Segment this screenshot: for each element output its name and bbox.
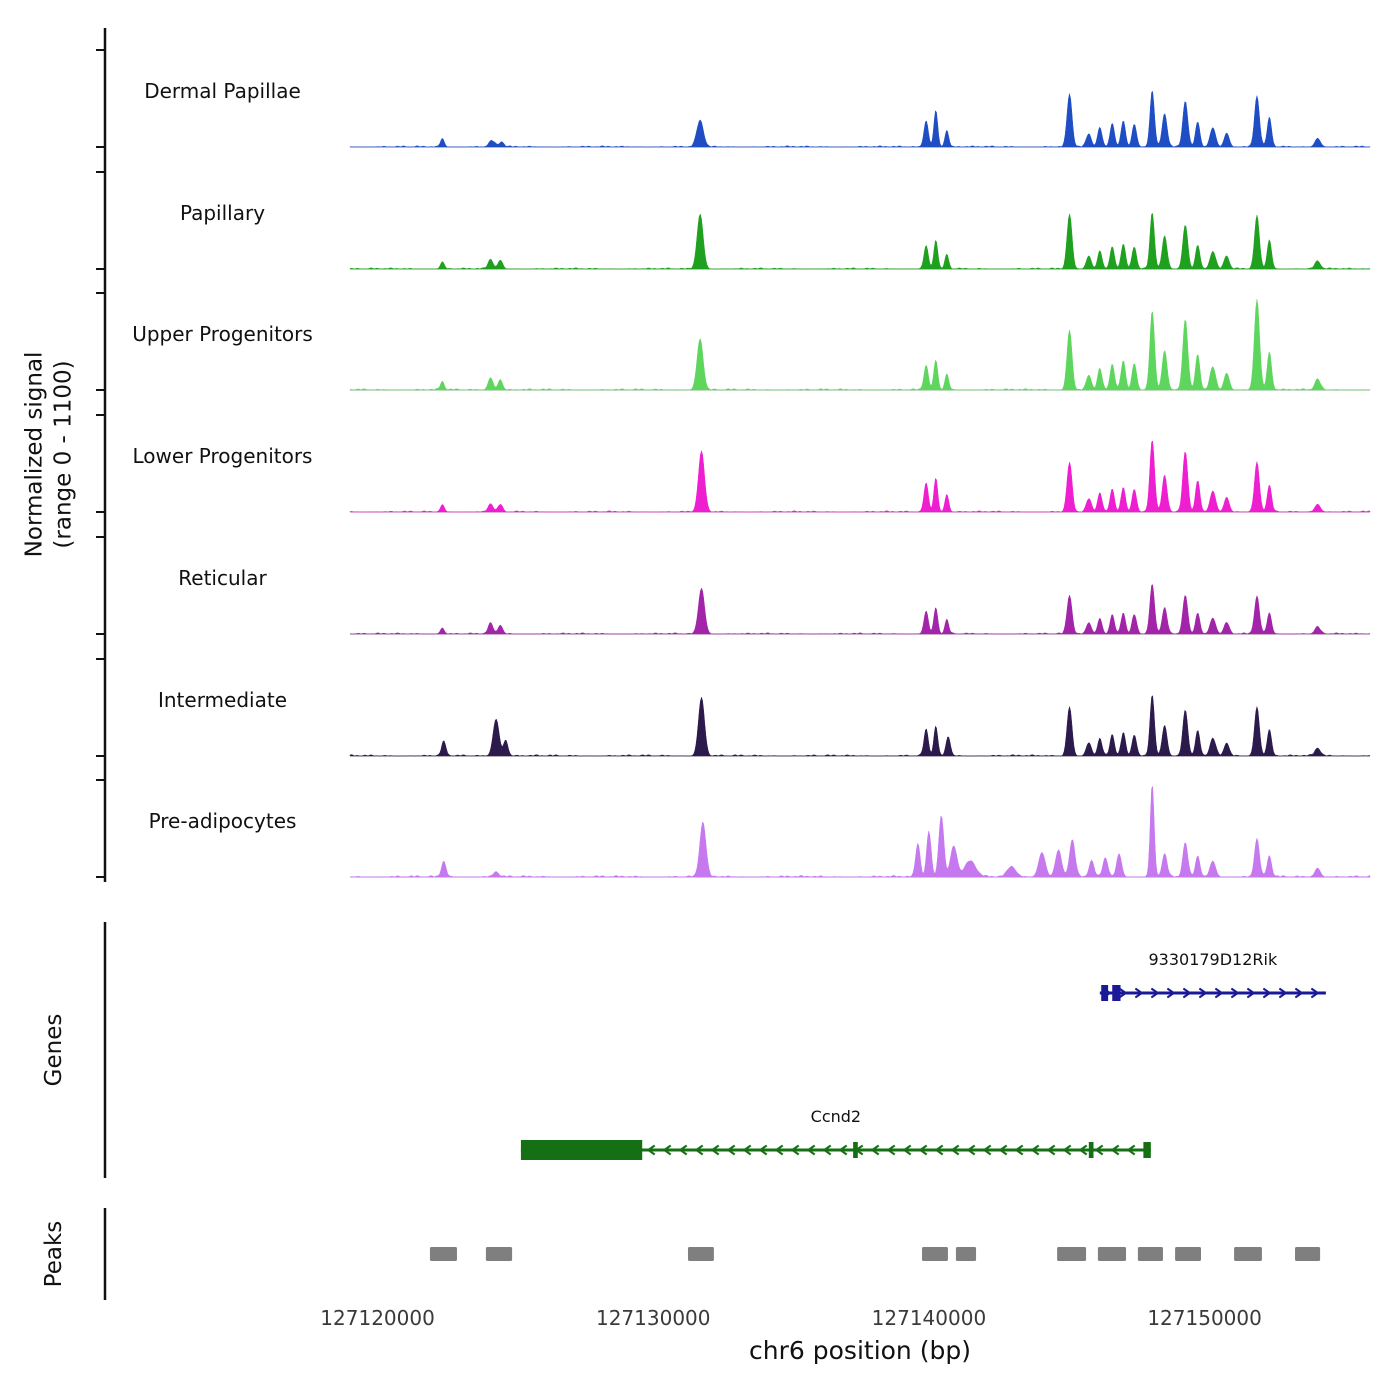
track-label-reticular: Reticular <box>178 566 267 590</box>
strand-arrow-icon <box>1230 987 1240 999</box>
y-axis-label-line1: Normalized signal <box>21 351 48 558</box>
peak-call-box <box>687 1247 714 1261</box>
strand-arrow-icon <box>886 1144 896 1156</box>
gene-label-Ccnd2: Ccnd2 <box>810 1107 862 1126</box>
strand-arrow-icon <box>646 1144 656 1156</box>
strand-arrow-icon <box>982 1144 992 1156</box>
x-tick-label-127120000: 127120000 <box>320 1306 435 1330</box>
signal-area-dermal-papillae <box>349 90 1371 148</box>
strand-arrow-icon <box>710 1144 720 1156</box>
strand-arrow-icon <box>1078 1144 1088 1156</box>
strand-arrow-icon <box>758 1144 768 1156</box>
strand-arrow-icon <box>966 1144 976 1156</box>
strand-arrow-icon <box>1214 987 1224 999</box>
gene-exon <box>1101 985 1109 1001</box>
strand-arrow-icon <box>1062 1144 1072 1156</box>
strand-arrow-icon <box>1118 987 1128 999</box>
gene-thick-exon <box>520 1140 643 1160</box>
gene-exon <box>1112 985 1121 1001</box>
strand-arrow-icon <box>918 1144 928 1156</box>
strand-arrow-icon <box>662 1144 672 1156</box>
strand-arrow-icon <box>1110 1144 1120 1156</box>
strand-arrow-icon <box>1166 987 1176 999</box>
peak-call-box <box>1295 1247 1321 1261</box>
strand-arrow-icon <box>902 1144 912 1156</box>
strand-arrow-icon <box>806 1144 816 1156</box>
strand-arrow-icon <box>1246 987 1256 999</box>
strand-arrow-icon <box>1278 987 1288 999</box>
signal-area-papillary <box>349 213 1371 270</box>
track-label-papillary: Papillary <box>179 201 266 225</box>
peak-call-box <box>922 1247 948 1261</box>
strand-arrow-icon <box>934 1144 944 1156</box>
peaks-section-label: Peaks <box>41 1220 67 1288</box>
signal-area-reticular <box>349 584 1371 635</box>
x-tick-label-127140000: 127140000 <box>871 1306 987 1330</box>
x-tick-label-127150000: 127150000 <box>1147 1306 1262 1330</box>
peak-call-box <box>429 1247 457 1261</box>
strand-arrow-icon <box>1126 1144 1136 1156</box>
strand-arrow-icon <box>790 1144 800 1156</box>
strand-arrow-icon <box>1150 987 1160 999</box>
strand-arrow-icon <box>1294 987 1304 999</box>
strand-arrow-icon <box>1014 1144 1024 1156</box>
peak-call-box <box>1057 1247 1087 1261</box>
x-tick-label-127130000: 127130000 <box>595 1306 711 1330</box>
track-label-dermal-papillae: Dermal Papillae <box>144 79 301 103</box>
strand-arrow-icon <box>774 1144 784 1156</box>
peak-call-box <box>1175 1247 1202 1261</box>
gene-label-9330179D12Rik: 9330179D12Rik <box>1148 950 1278 969</box>
strand-arrow-icon <box>678 1144 688 1156</box>
strand-arrow-icon <box>1262 987 1272 999</box>
track-label-upper-progenitors: Upper Progenitors <box>132 322 313 346</box>
strand-arrow-icon <box>1198 987 1208 999</box>
strand-arrow-icon <box>1046 1144 1056 1156</box>
strand-arrow-icon <box>1182 987 1192 999</box>
strand-arrow-icon <box>1134 987 1144 999</box>
signal-area-lower-progenitors <box>349 440 1371 513</box>
strand-arrow-icon <box>1310 987 1320 999</box>
gene-exon <box>1143 1142 1151 1158</box>
track-label-lower-progenitors: Lower Progenitors <box>132 444 313 468</box>
track-label-intermediate: Intermediate <box>157 688 288 712</box>
strand-arrow-icon <box>838 1144 848 1156</box>
track-label-pre-adipocytes: Pre-adipocytes <box>148 809 297 833</box>
strand-arrow-icon <box>822 1144 832 1156</box>
x-axis-title: chr6 position (bp) <box>749 1336 971 1365</box>
strand-arrow-icon <box>726 1144 736 1156</box>
gene-exon <box>853 1142 858 1158</box>
strand-arrow-icon <box>742 1144 752 1156</box>
strand-arrow-icon <box>870 1144 880 1156</box>
signal-area-intermediate <box>349 695 1371 757</box>
peak-call-box <box>1234 1247 1262 1261</box>
strand-arrow-icon <box>1094 1144 1104 1156</box>
gene-exon <box>1088 1142 1094 1158</box>
peak-call-box <box>1137 1247 1163 1261</box>
y-axis-label: Normalized signal (range 0 - 1100) <box>21 4 80 904</box>
strand-arrow-icon <box>694 1144 704 1156</box>
peak-call-box <box>485 1247 513 1261</box>
peak-call-box <box>955 1247 977 1261</box>
strand-arrow-icon <box>998 1144 1008 1156</box>
signal-area-pre-adipocytes <box>349 785 1371 878</box>
peak-call-box <box>1097 1247 1127 1261</box>
strand-arrow-icon <box>950 1144 960 1156</box>
y-axis-label-line2: (range 0 - 1100) <box>51 360 77 549</box>
signal-area-upper-progenitors <box>349 299 1371 391</box>
strand-arrow-icon <box>1030 1144 1040 1156</box>
